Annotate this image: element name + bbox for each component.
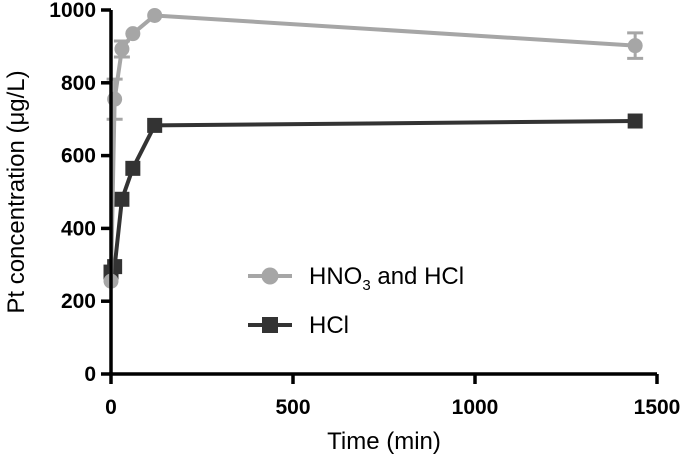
data-point — [125, 160, 141, 176]
y-tick-label: 200 — [61, 290, 96, 313]
x-tick-label: 1000 — [452, 396, 499, 419]
data-point — [114, 191, 130, 207]
y-tick-label: 600 — [61, 145, 96, 168]
y-axis-title: Pt concentration (μg/L) — [3, 70, 30, 313]
data-point — [125, 26, 141, 42]
legend-label-hno3-main: HNO — [309, 263, 362, 290]
legend-label-hno3-subscript: 3 — [362, 277, 370, 294]
x-axis-ticks: 0 500 1000 1500 — [105, 374, 680, 419]
y-tick-label: 0 — [84, 363, 96, 386]
legend-label-hno3-hcl: HNO3 and HCl — [309, 263, 464, 294]
legend-label-hcl: HCl — [309, 312, 349, 339]
x-tick-label: 1500 — [634, 396, 681, 419]
y-tick-label: 400 — [61, 217, 96, 240]
data-point — [147, 117, 163, 133]
legend-marker-hcl — [262, 317, 278, 333]
legend: HNO3 and HCl HCl — [248, 263, 464, 339]
legend-marker-hno3-hcl — [261, 267, 279, 285]
x-axis-title: Time (min) — [327, 428, 441, 455]
legend-label-hno3-rest: and HCl — [371, 263, 464, 290]
x-tick-label: 500 — [275, 396, 310, 419]
series-line — [109, 13, 636, 282]
data-point — [627, 38, 643, 54]
x-tick-label: 0 — [105, 396, 117, 419]
y-axis-ticks: 0 200 400 600 800 1000 — [49, 0, 111, 386]
data-point — [114, 41, 130, 57]
series-square — [103, 113, 643, 280]
series-circle — [103, 7, 644, 289]
series-line — [109, 119, 636, 274]
data-point — [147, 7, 163, 23]
y-tick-label: 1000 — [49, 0, 96, 22]
plot-marks — [103, 7, 644, 289]
y-tick-label: 800 — [61, 72, 96, 95]
data-point — [627, 113, 643, 129]
